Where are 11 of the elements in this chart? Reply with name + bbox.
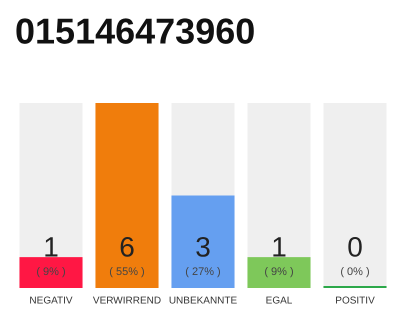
x-tick-label: EGAL: [266, 296, 293, 306]
data-label: 1 ( 9% ): [264, 232, 294, 278]
data-label: 1 ( 9% ): [36, 232, 66, 278]
x-tick-label: NEGATIV: [29, 296, 73, 306]
chart-title: 015146473960: [15, 10, 256, 52]
data-label: 0 ( 0% ): [340, 232, 370, 278]
data-label: 6 ( 55% ): [109, 232, 145, 278]
x-tick-label: UNBEKANNTE: [168, 296, 238, 306]
data-label: 3 ( 27% ): [185, 232, 221, 278]
x-tick-label: POSITIV: [335, 296, 376, 306]
x-tick-label: VERWIRREND: [92, 296, 162, 306]
